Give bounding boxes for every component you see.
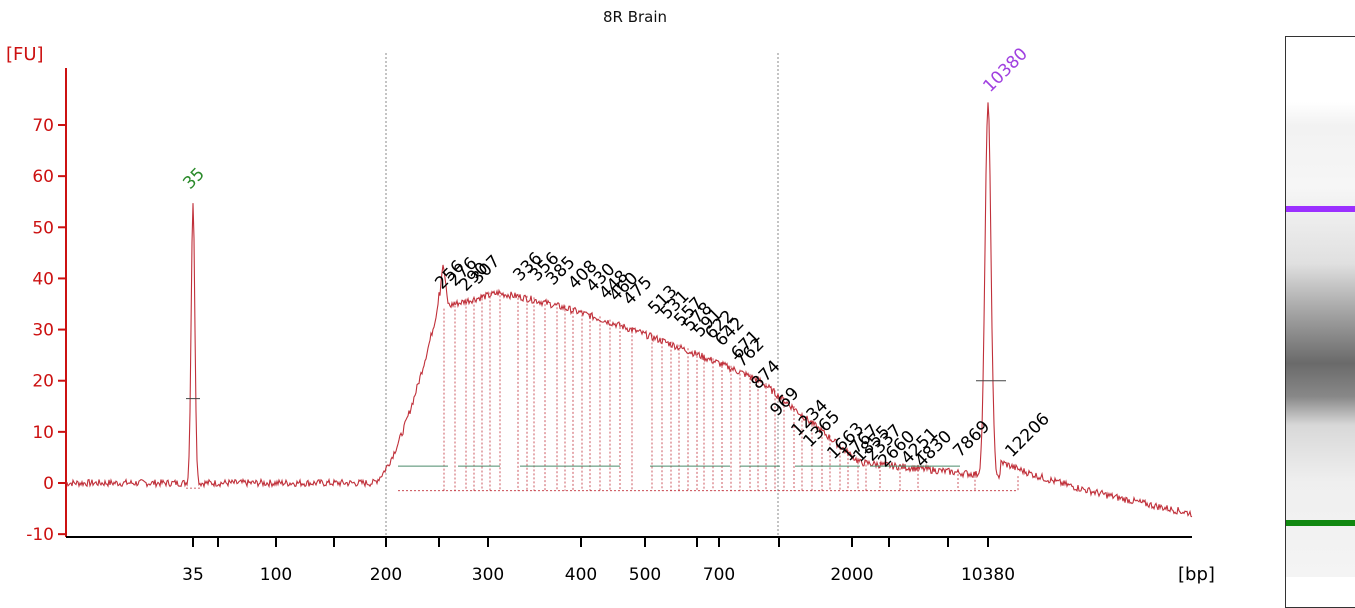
- y-tick-label: 0: [43, 474, 54, 494]
- x-tick-label: 2000: [830, 565, 873, 585]
- gel-lane-image: [1286, 102, 1355, 577]
- x-tick-label: 300: [472, 565, 504, 585]
- x-axis-label: [bp]: [1178, 564, 1215, 585]
- upper-marker-label: 10380: [979, 44, 1031, 96]
- y-tick-label: 20: [32, 372, 54, 392]
- x-tick-label: 400: [565, 565, 597, 585]
- y-axis-label: [FU]: [6, 44, 44, 65]
- peak-label: 12206: [1001, 409, 1053, 461]
- x-tick-label: 500: [629, 565, 661, 585]
- chart-title: 8R Brain: [602, 8, 668, 26]
- peak-label: 7869: [949, 417, 994, 462]
- gel-lane: [1285, 36, 1355, 608]
- lower-marker-band: [1286, 520, 1355, 526]
- x-tick-label: 35: [182, 565, 204, 585]
- y-tick-label: 40: [32, 269, 54, 289]
- x-tick-label: 10380: [961, 565, 1015, 585]
- y-tick-label: -10: [26, 525, 54, 545]
- y-tick-label: 30: [32, 321, 54, 341]
- lower-marker-label: 35: [179, 164, 208, 193]
- y-tick-label: 10: [32, 423, 54, 443]
- electropherogram-chart: [FU] [bp] -10 0 10 20 30 40 50 60 70 35 100 200 300 400…: [6, 44, 1215, 585]
- y-tick-label: 60: [32, 167, 54, 187]
- x-tick-label: 100: [260, 565, 292, 585]
- y-tick-label: 50: [32, 218, 54, 238]
- upper-marker-band: [1286, 206, 1355, 212]
- signal-trace: [65, 102, 1193, 518]
- x-tick-label: 200: [370, 565, 402, 585]
- x-tick-label: 700: [703, 565, 735, 585]
- y-tick-label: 70: [32, 116, 54, 136]
